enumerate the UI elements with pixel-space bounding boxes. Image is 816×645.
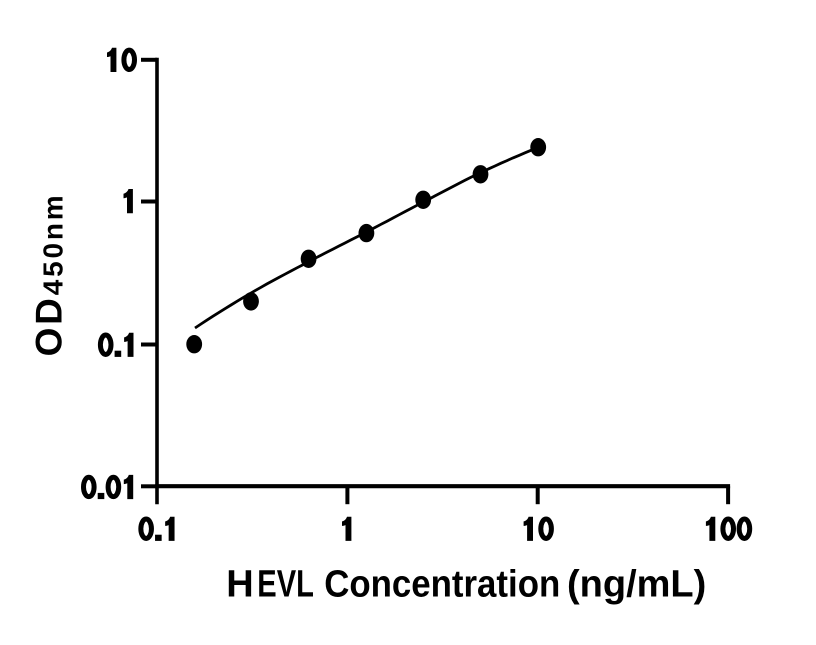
svg-text:OD450nm: OD450nm: [29, 193, 70, 357]
svg-text:(ng/mL): (ng/mL): [567, 564, 706, 606]
svg-text:H: H: [226, 564, 253, 606]
svg-text:EVL: EVL: [257, 563, 314, 606]
svg-text:Concentration: Concentration: [324, 562, 560, 605]
